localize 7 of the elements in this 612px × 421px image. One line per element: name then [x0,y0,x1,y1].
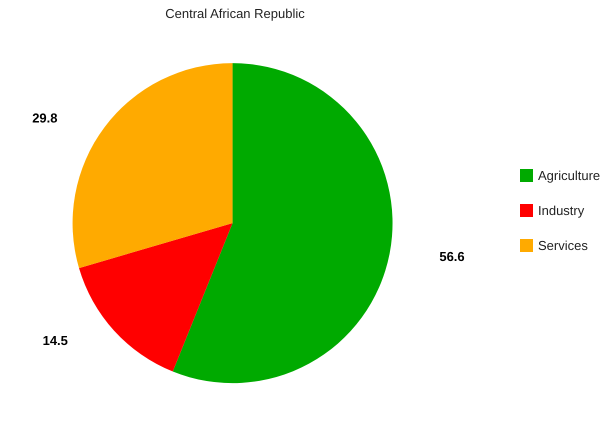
data-label: 14.5 [42,333,68,348]
data-label: 29.8 [32,110,58,126]
legend-label: Agriculture [538,168,600,183]
data-label: 56.6 [439,248,465,264]
chart-title: Central African Republic [165,6,306,21]
legend-label: Industry [538,203,585,218]
legend-label: Services [538,238,588,253]
